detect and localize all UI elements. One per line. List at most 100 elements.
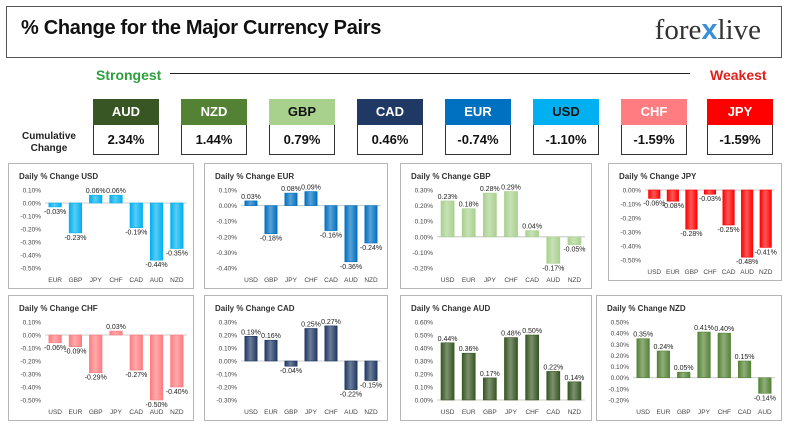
bar-eur <box>48 202 62 208</box>
bar-chart: Daily % Change NZD 0.50% 0.40% 0.30% 0.20% 0.… <box>607 304 776 416</box>
data-label: 0.03% <box>106 324 126 331</box>
data-label: 0.08% <box>281 186 301 193</box>
bar-eur <box>666 189 679 202</box>
x-tick-label: GBP <box>264 277 278 284</box>
y-tick-label: 0.00% <box>23 333 42 340</box>
bar-cad <box>129 334 143 371</box>
bar-nzd <box>364 205 378 244</box>
x-tick-label: GBP <box>677 409 691 416</box>
bar-gbp <box>89 334 103 374</box>
data-label: 0.25% <box>301 322 321 329</box>
bar-eur <box>656 350 671 379</box>
summary-card-nzd: NZD 1.44% <box>181 99 247 155</box>
y-tick-label: -0.50% <box>620 258 641 265</box>
bar-chart: Daily % Change CHF 0.10% 0.00% -0.10% -0.20%… <box>19 304 188 416</box>
bar-usd <box>440 342 455 401</box>
x-tick-label: EUR <box>666 269 680 276</box>
x-tick-label: GBP <box>685 269 699 276</box>
x-tick-label: USD <box>244 277 258 284</box>
bar-usd <box>244 200 258 206</box>
x-tick-label: USD <box>636 409 650 416</box>
bar-aud <box>149 202 164 261</box>
data-label: -0.50% <box>145 402 167 409</box>
x-tick-label: AUD <box>546 277 560 284</box>
x-tick-label: CHF <box>504 277 517 284</box>
x-tick-label: GBP <box>483 409 497 416</box>
x-tick-label: JPY <box>305 409 318 416</box>
summary-currency: AUD <box>93 99 159 125</box>
bar-chart: Daily % Change EUR 0.10% 0.00% -0.10% -0.20%… <box>215 172 382 284</box>
cumulative-change-label: Cumulative Change <box>22 131 76 154</box>
data-label: 0.15% <box>735 354 755 361</box>
chart-panel-6: Daily % Change AUD 0.60% 0.50% 0.40% 0.30% 0.… <box>400 295 592 421</box>
data-label: 0.06% <box>86 188 106 195</box>
bar-jpy <box>697 331 711 379</box>
header-bar: % Change for the Major Currency Pairs fo… <box>6 6 782 58</box>
x-tick-label: NZD <box>170 277 184 284</box>
bar-gbp <box>68 202 83 234</box>
y-tick-label: 0.10% <box>611 364 630 371</box>
data-label: 0.29% <box>501 185 521 192</box>
data-label: -0.41% <box>755 249 777 256</box>
y-tick-label: -0.20% <box>620 216 641 223</box>
bar-chf <box>304 191 318 206</box>
bar-chf <box>504 191 518 238</box>
data-label: -0.17% <box>542 265 564 272</box>
data-label: 0.14% <box>564 375 584 382</box>
data-label: 0.23% <box>438 194 458 201</box>
x-tick-label: AUD <box>344 409 358 416</box>
x-tick-label: AUD <box>740 269 754 276</box>
bar-cad <box>324 205 338 231</box>
x-tick-label: CAD <box>738 409 752 416</box>
x-tick-label: CAD <box>129 277 143 284</box>
y-tick-label: 0.00% <box>623 188 642 195</box>
bar-jpy <box>483 192 497 238</box>
y-tick-label: 0.30% <box>219 320 238 327</box>
y-tick-label: 0.50% <box>415 333 434 340</box>
x-tick-label: CHF <box>703 269 716 276</box>
data-label: -0.35% <box>166 251 188 258</box>
data-label: -0.23% <box>64 235 86 242</box>
y-tick-label: 0.30% <box>415 188 434 195</box>
data-label: -0.14% <box>754 395 776 402</box>
y-tick-label: 0.40% <box>611 331 630 338</box>
y-tick-label: 0.00% <box>415 234 434 241</box>
y-tick-label: -0.30% <box>216 398 237 405</box>
data-label: 0.06% <box>106 188 126 195</box>
y-tick-label: 0.00% <box>219 359 238 366</box>
bar-chf <box>324 325 338 362</box>
bar-usd <box>636 338 650 379</box>
x-tick-label: AUD <box>150 409 164 416</box>
data-label: -0.16% <box>320 233 342 240</box>
bar-aud <box>546 236 561 264</box>
forexlive-logo: forexlive <box>654 14 761 46</box>
x-tick-label: JPY <box>698 409 711 416</box>
y-tick-label: -0.10% <box>20 346 41 353</box>
y-tick-label: -0.20% <box>20 359 41 366</box>
x-tick-label: GBP <box>284 409 298 416</box>
x-tick-label: EUR <box>264 409 278 416</box>
y-tick-label: 0.10% <box>219 188 238 195</box>
x-tick-label: NZD <box>568 409 582 416</box>
summary-value: -1.59% <box>707 125 773 155</box>
data-label: -0.22% <box>340 392 362 399</box>
x-tick-label: EUR <box>69 409 83 416</box>
x-tick-label: NZD <box>759 269 773 276</box>
bar-chf <box>525 334 539 401</box>
y-tick-label: -0.10% <box>620 202 641 209</box>
strength-arrow-line <box>170 73 690 74</box>
data-label: -0.29% <box>85 375 107 382</box>
x-tick-label: NZD <box>170 409 184 416</box>
data-label: -0.09% <box>64 349 86 356</box>
summary-currency: EUR <box>445 99 511 125</box>
bar-jpy <box>504 337 518 401</box>
data-label: 0.36% <box>459 346 479 353</box>
chart-title: Daily % Change GBP <box>411 172 491 181</box>
y-tick-label: -0.10% <box>608 386 629 393</box>
y-tick-label: 0.00% <box>23 201 42 208</box>
data-label: -0.04% <box>280 368 302 375</box>
bar-eur <box>461 208 476 238</box>
y-tick-label: 0.10% <box>415 219 434 226</box>
x-tick-label: USD <box>244 409 258 416</box>
x-tick-label: GBP <box>69 277 83 284</box>
